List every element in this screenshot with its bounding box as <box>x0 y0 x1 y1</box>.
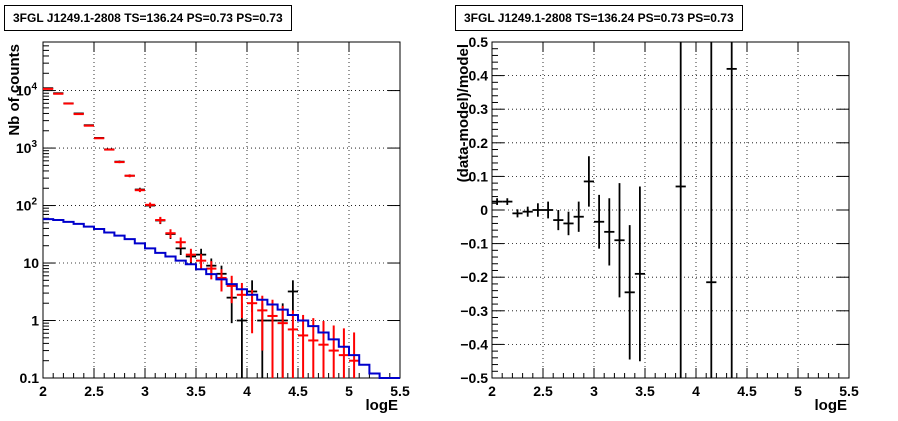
c1-y-tick-label: 0 <box>480 202 488 218</box>
c1-x-axis-label: logE <box>815 397 848 414</box>
c0-x-axis-label: logE <box>366 397 399 414</box>
c0-model-point <box>155 216 166 224</box>
c0-x-tick-label: 3.5 <box>186 383 206 399</box>
residuals-panel: 3FGL J1249.1-2808 TS=136.24 PS=0.73 PS=0… <box>449 0 898 421</box>
c1-data-point <box>624 225 635 360</box>
c0-y-tick-label: 104 <box>16 82 38 99</box>
c0-model-point <box>83 124 94 127</box>
c0-y-tick-label: 0.1 <box>20 370 40 386</box>
c0-x-tick-label: 4 <box>243 383 251 399</box>
c0-model-point <box>267 299 278 378</box>
c0-model-point <box>257 295 268 351</box>
c0-x-tick-label: 3 <box>141 383 149 399</box>
c0-model-point <box>94 137 105 140</box>
c0-model-point <box>277 305 288 378</box>
c1-data-point <box>675 42 686 378</box>
c1-x-tick-label: 2.5 <box>533 383 553 399</box>
c0-model-point <box>63 102 74 105</box>
c0-data-point <box>287 280 298 313</box>
counts-chart-title: 3FGL J1249.1-2808 TS=136.24 PS=0.73 PS=0… <box>4 5 292 31</box>
c0-plot-frame <box>42 41 401 379</box>
c0-model-point <box>318 321 329 378</box>
c1-x-tick-label: 4 <box>692 383 700 399</box>
c0-model-point <box>165 229 176 238</box>
c0-y-tick-label: 102 <box>16 197 38 214</box>
c0-x-tick-label: 5.5 <box>390 383 410 399</box>
c0-y-tick-label: 10 <box>23 255 39 271</box>
c1-data-point <box>614 183 625 298</box>
c0-model-point <box>114 161 125 164</box>
c0-model-point <box>134 188 145 193</box>
c0-x-tick-label: 4.5 <box>288 383 308 399</box>
c1-data-point <box>553 210 564 231</box>
c0-y-axis-label: Nb of counts <box>6 44 23 136</box>
c1-data-point <box>706 42 717 378</box>
c1-data-point <box>512 209 523 218</box>
c1-data-point <box>583 156 594 207</box>
c0-model-point <box>185 248 196 263</box>
counts-panel: 3FGL J1249.1-2808 TS=136.24 PS=0.73 PS=0… <box>4 5 410 414</box>
c1-x-tick-label: 3.5 <box>635 383 655 399</box>
residuals-chart-title: 3FGL J1249.1-2808 TS=136.24 PS=0.73 PS=0… <box>455 5 743 31</box>
c1-data-point <box>604 198 615 266</box>
c1-x-tick-label: 3 <box>590 383 598 399</box>
c1-y-tick-label: −0.3 <box>460 303 488 319</box>
c0-model-point <box>298 314 309 378</box>
c0-model-point <box>145 202 156 208</box>
c0-y-tick-label: 1 <box>31 313 39 329</box>
c0-x-tick-label: 2.5 <box>84 383 104 399</box>
c0-model-point <box>104 148 115 151</box>
c0-model-step-line <box>43 218 400 379</box>
c1-x-tick-label: 2 <box>488 383 496 399</box>
c0-model-point <box>53 92 64 95</box>
c0-model-point <box>226 275 237 304</box>
c0-model-point <box>175 237 186 249</box>
c1-y-tick-label: −0.1 <box>460 236 488 252</box>
c1-data-point <box>492 198 503 205</box>
c1-y-tick-label: −0.2 <box>460 269 488 285</box>
c1-data-point <box>594 194 605 249</box>
c1-y-tick-label: 0.3 <box>469 101 489 117</box>
c0-model-point <box>287 310 298 378</box>
c1-y-tick-label: 0.2 <box>469 135 489 151</box>
c1-data-point <box>563 211 574 236</box>
c0-model-point <box>73 113 84 116</box>
c0-model-point <box>328 325 339 378</box>
c1-data-point <box>726 42 737 378</box>
c1-data-point <box>502 198 513 205</box>
c0-model-point <box>338 328 349 378</box>
c0-x-tick-label: 5 <box>345 383 353 399</box>
c0-y-tick-label: 103 <box>16 139 38 156</box>
c1-y-tick-label: 0.4 <box>469 68 489 84</box>
c1-y-axis-label: (data-model)/model <box>455 44 472 182</box>
c1-y-tick-label: 0.1 <box>469 168 489 184</box>
c1-data-point <box>634 186 645 362</box>
c0-model-point <box>124 174 135 178</box>
c1-y-tick-label: −0.5 <box>460 370 488 386</box>
c0-x-tick-label: 2 <box>39 383 47 399</box>
c0-model-point <box>308 318 319 378</box>
c1-data-point <box>543 201 554 219</box>
c0-model-point <box>196 254 207 270</box>
c1-x-tick-label: 5 <box>794 383 802 399</box>
c1-data-point <box>573 201 584 232</box>
c1-y-tick-label: −0.4 <box>460 336 488 352</box>
c0-model-point <box>206 261 217 280</box>
c1-data-point <box>532 203 543 217</box>
c1-x-tick-label: 4.5 <box>737 383 757 399</box>
c1-y-tick-label: 0.5 <box>469 34 489 50</box>
c1-x-tick-label: 5.5 <box>839 383 859 399</box>
c0-model-point <box>247 289 258 334</box>
c1-data-point <box>522 206 533 217</box>
